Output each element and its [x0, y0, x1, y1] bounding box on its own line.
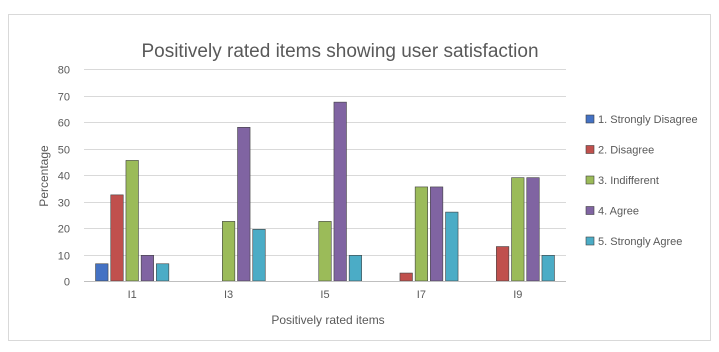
legend-swatch	[585, 206, 595, 215]
bar-i3-series-4	[237, 127, 251, 282]
y-tick-label: 40	[58, 171, 70, 183]
legend-label: 1. Strongly Disagree	[598, 114, 698, 126]
legend-label: 2. Disagree	[598, 145, 654, 157]
legend-swatch	[585, 236, 595, 246]
y-tick-label: 60	[58, 118, 70, 130]
x-axis-title: Positively rated items	[271, 313, 384, 327]
bar-i5-series-5	[348, 255, 362, 282]
gridlines	[84, 69, 566, 256]
y-tick-label: 30	[58, 198, 70, 210]
bar-i5-series-3	[318, 221, 332, 282]
bar-i9-series-5	[541, 255, 555, 282]
legend-label: 5. Strongly Agree	[598, 236, 682, 248]
bar-i3-series-5	[252, 229, 266, 282]
y-tick-label: 80	[58, 65, 70, 77]
y-tick-label: 10	[58, 251, 70, 263]
bar-i1-series-2	[110, 194, 124, 282]
bar-i7-series-2	[399, 272, 413, 282]
bar-i9-series-3	[511, 177, 525, 282]
legend-swatch	[585, 114, 595, 124]
y-tick-label: 50	[58, 145, 70, 157]
legend: 1. Strongly Disagree 2. Disagree 3. Indiff…	[585, 114, 698, 248]
bar-i1-series-3	[125, 160, 139, 282]
bar-i7-series-5	[445, 211, 459, 282]
y-axis-title: Percentage	[37, 145, 51, 207]
bars	[95, 101, 555, 282]
y-tick-label: 70	[58, 92, 70, 104]
legend-swatch	[585, 175, 595, 185]
x-tick-label: I3	[224, 289, 233, 301]
bar-i1-series-1	[95, 263, 109, 282]
legend-label: 4. Agree	[598, 206, 639, 218]
legend-swatch	[585, 145, 595, 154]
legend-label: 3. Indifferent	[598, 175, 659, 187]
bar-i9-series-2	[496, 246, 510, 282]
bar-i7-series-3	[414, 186, 428, 282]
x-axis-ticks: I1 I3 I5 I7 I9	[128, 289, 523, 301]
bar-i9-series-4	[526, 177, 540, 282]
y-tick-label: 0	[64, 277, 70, 289]
bar-i5-series-4	[333, 101, 347, 282]
x-tick-label: I9	[513, 289, 522, 301]
bar-i1-series-5	[156, 263, 170, 282]
y-tick-label: 20	[58, 224, 70, 236]
bar-i7-series-4	[430, 186, 444, 282]
x-tick-label: I5	[320, 289, 329, 301]
bar-i1-series-4	[140, 255, 154, 282]
x-tick-label: I7	[417, 289, 426, 301]
x-tick-label: I1	[128, 289, 137, 301]
bar-i3-series-3	[222, 221, 236, 282]
y-axis-ticks: 0 10 20 30 40 50 60 70 80	[58, 65, 70, 289]
chart-title: Positively rated items showing user sati…	[141, 41, 538, 62]
